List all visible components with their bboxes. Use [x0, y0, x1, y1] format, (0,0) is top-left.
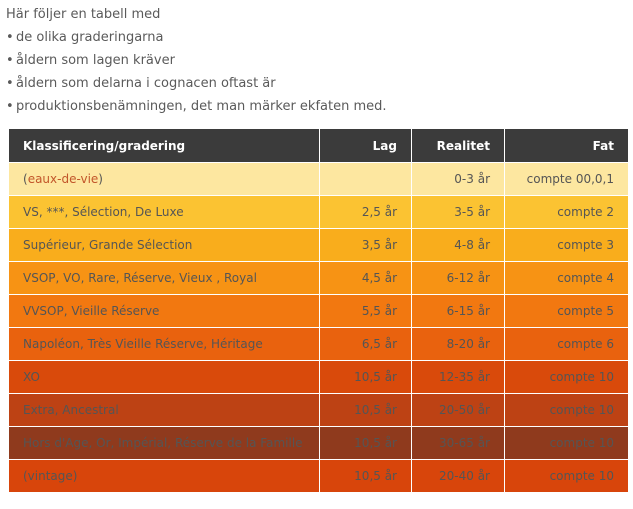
cell-fat: compte 4 — [504, 261, 629, 295]
intro-bullet-item: • åldern som delarna i cognacen oftast är — [6, 72, 387, 95]
cell-classification: Supérieur, Grande Sélection — [8, 228, 320, 262]
table-row: (eaux-de-vie) 0-3 år compte 00,0,1 — [8, 162, 629, 196]
classification-text: Extra, Ancestral — [23, 403, 119, 417]
header-realitet: Realitet — [411, 128, 505, 163]
eaux-de-vie-link[interactable]: eaux-de-vie — [27, 172, 99, 186]
table-row: Extra, Ancestral 10,5 år 20-50 år compte 10 — [8, 393, 629, 427]
table-header-row: Klassificering/gradering Lag Realitet Fa… — [8, 128, 629, 163]
intro-bullet-item: • de olika graderingarna — [6, 26, 387, 49]
table-row: Supérieur, Grande Sélection 3,5 år 4-8 år c… — [8, 228, 629, 262]
table-row: XO 10,5 år 12-35 år compte 10 — [8, 360, 629, 394]
cell-classification: Extra, Ancestral — [8, 393, 320, 427]
classification-text: VVSOP, Vieille Réserve — [23, 304, 160, 318]
table-row: VSOP, VO, Rare, Réserve, Vieux , Royal 4,… — [8, 261, 629, 295]
intro-bullet-text: åldern som lagen kräver — [16, 53, 175, 68]
cell-fat: compte 10 — [504, 360, 629, 394]
cell-realitet: 20-40 år — [411, 459, 505, 493]
intro-bullet-text: produktionsbenämningen, det man märker e… — [16, 99, 387, 114]
classification-prefix: ( — [23, 172, 28, 186]
cell-lag: 5,5 år — [319, 294, 412, 328]
classification-text: XO — [23, 370, 40, 384]
cell-realitet: 6-15 år — [411, 294, 505, 328]
cell-classification: Hors d'Age, Or, Impérial, Réserve de la … — [8, 426, 320, 460]
classification-text: Supérieur, Grande Sélection — [23, 238, 193, 252]
bullet-icon: • — [6, 76, 14, 91]
cell-lag: 2,5 år — [319, 195, 412, 229]
cell-classification: VS, ***, Sélection, De Luxe — [8, 195, 320, 229]
bullet-icon: • — [6, 30, 14, 45]
classification-text: Hors d'Age, Or, Impérial, Réserve de la … — [23, 436, 303, 450]
table-body: (eaux-de-vie) 0-3 år compte 00,0,1 VS, ***,… — [8, 162, 629, 493]
cell-classification: VVSOP, Vieille Réserve — [8, 294, 320, 328]
cell-fat: compte 5 — [504, 294, 629, 328]
bullet-icon: • — [6, 99, 14, 114]
classification-text: VS, ***, Sélection, De Luxe — [23, 205, 184, 219]
cell-fat: compte 2 — [504, 195, 629, 229]
cell-lag — [319, 162, 412, 196]
bullet-icon: • — [6, 53, 14, 68]
intro-bullet-text: åldern som delarna i cognacen oftast är — [16, 76, 276, 91]
cell-lag: 10,5 år — [319, 360, 412, 394]
cell-realitet: 4-8 år — [411, 228, 505, 262]
cell-lag: 3,5 år — [319, 228, 412, 262]
intro-lead: Här följer en tabell med — [6, 7, 161, 22]
cell-lag: 10,5 år — [319, 393, 412, 427]
cell-fat: compte 10 — [504, 459, 629, 493]
table-row: (vintage) 10,5 år 20-40 år compte 10 — [8, 459, 629, 493]
table-row: VVSOP, Vieille Réserve 5,5 år 6-15 år compt… — [8, 294, 629, 328]
cell-fat: compte 3 — [504, 228, 629, 262]
cell-realitet: 30-65 år — [411, 426, 505, 460]
cell-fat: compte 10 — [504, 393, 629, 427]
cell-lag: 4,5 år — [319, 261, 412, 295]
cell-realitet: 0-3 år — [411, 162, 505, 196]
intro-bullet-text: de olika graderingarna — [16, 30, 164, 45]
header-lag: Lag — [319, 128, 412, 163]
cell-classification: VSOP, VO, Rare, Réserve, Vieux , Royal — [8, 261, 320, 295]
table-row: VS, ***, Sélection, De Luxe 2,5 år 3-5 år c… — [8, 195, 629, 229]
cell-realitet: 3-5 år — [411, 195, 505, 229]
classification-suffix: ) — [98, 172, 103, 186]
classification-text: VSOP, VO, Rare, Réserve, Vieux , Royal — [23, 271, 257, 285]
cell-classification: Napoléon, Très Vieille Réserve, Héritage — [8, 327, 320, 361]
classification-text: Napoléon, Très Vieille Réserve, Héritage — [23, 337, 263, 351]
cell-fat: compte 10 — [504, 426, 629, 460]
cell-fat: compte 6 — [504, 327, 629, 361]
cell-realitet: 12-35 år — [411, 360, 505, 394]
cell-classification: (eaux-de-vie) — [8, 162, 320, 196]
cell-fat: compte 00,0,1 — [504, 162, 629, 196]
cognac-grades-table: Klassificering/gradering Lag Realitet Fa… — [8, 128, 629, 493]
header-fat: Fat — [504, 128, 629, 163]
cell-classification: XO — [8, 360, 320, 394]
header-classification: Klassificering/gradering — [8, 128, 320, 163]
cell-realitet: 6-12 år — [411, 261, 505, 295]
intro-bullet-item: • produktionsbenämningen, det man märker … — [6, 95, 387, 118]
cell-lag: 10,5 år — [319, 426, 412, 460]
table-row: Napoléon, Très Vieille Réserve, Héritage… — [8, 327, 629, 361]
cell-realitet: 20-50 år — [411, 393, 505, 427]
intro-text: Här följer en tabell med • de olika grade… — [6, 3, 387, 118]
intro-bullet-item: • åldern som lagen kräver — [6, 49, 387, 72]
cell-lag: 10,5 år — [319, 459, 412, 493]
cell-lag: 6,5 år — [319, 327, 412, 361]
classification-text: (vintage) — [23, 469, 78, 483]
cell-realitet: 8-20 år — [411, 327, 505, 361]
table-row: Hors d'Age, Or, Impérial, Réserve de la … — [8, 426, 629, 460]
cell-classification: (vintage) — [8, 459, 320, 493]
